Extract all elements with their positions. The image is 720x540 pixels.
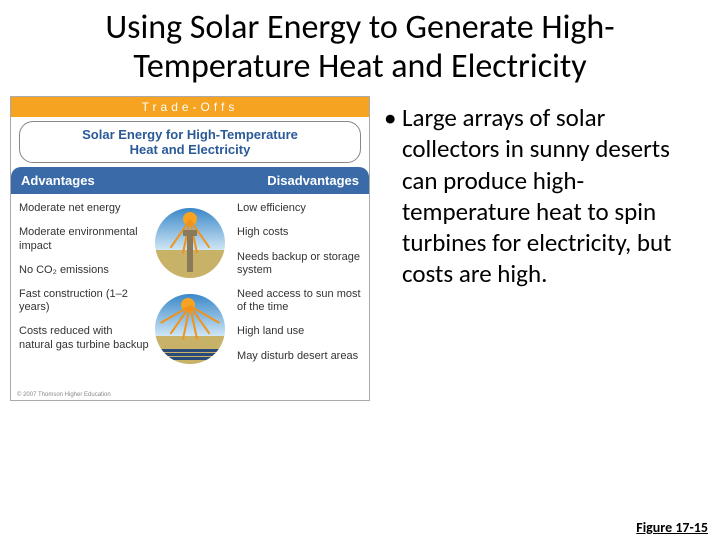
disadvantage-item: High costs	[237, 226, 361, 239]
tradeoffs-figure: Trade-Offs Solar Energy for High-Tempera…	[10, 96, 370, 401]
slide-title: Using Solar Energy to Generate High-Temp…	[0, 0, 720, 96]
pill-line1: Solar Energy for High-Temperature	[26, 127, 354, 142]
solar-tower-icon	[155, 208, 225, 278]
lists-wrap: Moderate net energy Moderate environmenta…	[11, 194, 369, 390]
illustration-column	[149, 202, 231, 380]
content-row: Trade-Offs Solar Energy for High-Tempera…	[0, 96, 720, 401]
bullet-dot-icon: •	[384, 102, 402, 290]
pill-line2: Heat and Electricity	[26, 142, 354, 157]
tradeoffs-subtitle-pill: Solar Energy for High-Temperature Heat a…	[19, 121, 361, 163]
disadvantage-item: High land use	[237, 325, 361, 338]
disadvantage-item: Need access to sun most of the time	[237, 288, 361, 314]
figure-number: Figure 17-15	[636, 519, 708, 536]
bullet-list: • Large arrays of solar collectors in su…	[370, 96, 700, 401]
bullet-text: Large arrays of solar collectors in sunn…	[402, 102, 690, 290]
disadvantage-item: May disturb desert areas	[237, 350, 361, 363]
disadvantage-item: Needs backup or storage system	[237, 251, 361, 277]
tab-disadvantages: Disadvantages	[190, 167, 369, 194]
advantage-item: No CO₂ emissions	[19, 264, 149, 277]
tab-advantages: Advantages	[11, 167, 190, 194]
tradeoffs-header: Trade-Offs	[11, 97, 369, 117]
advantage-item: Fast construction (1–2 years)	[19, 288, 149, 314]
tab-row: Advantages Disadvantages	[11, 167, 369, 194]
advantages-column: Moderate net energy Moderate environmenta…	[19, 202, 149, 380]
advantage-item: Moderate net energy	[19, 202, 149, 215]
advantage-item: Costs reduced with natural gas turbine b…	[19, 325, 149, 351]
solar-array-icon	[155, 294, 225, 364]
copyright-text: © 2007 Thomson Higher Education	[11, 390, 369, 400]
disadvantage-item: Low efficiency	[237, 202, 361, 215]
advantage-item: Moderate environmental impact	[19, 226, 149, 252]
disadvantages-column: Low efficiency High costs Needs backup or …	[231, 202, 361, 380]
